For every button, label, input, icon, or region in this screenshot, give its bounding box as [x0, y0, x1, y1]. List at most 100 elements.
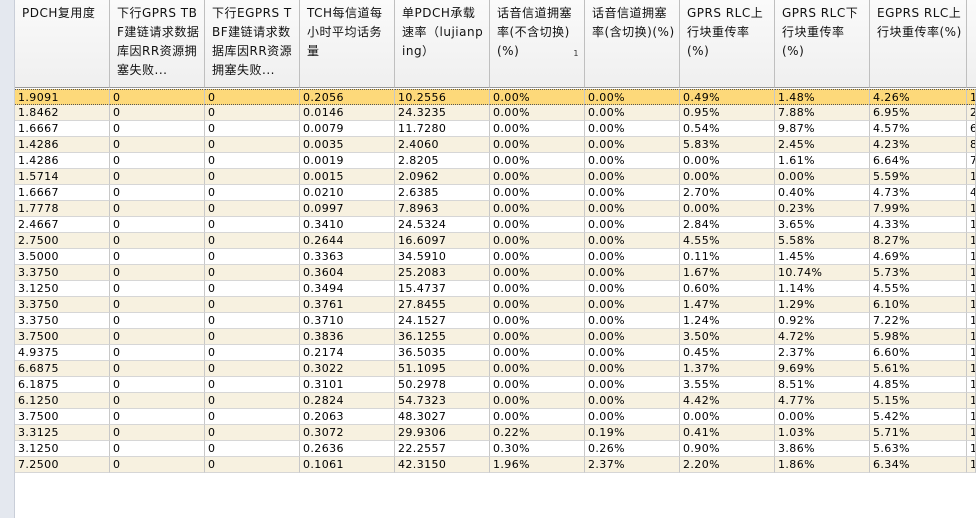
cell-pdch[interactable]: 2.7500 [15, 233, 110, 249]
cell-egprs_tbf[interactable]: 0 [205, 377, 300, 393]
cell-rate[interactable]: 11.7280 [395, 121, 490, 137]
cell-gprs_tbf[interactable]: 0 [110, 185, 205, 201]
cell-extra[interactable]: 1 [967, 89, 976, 105]
cell-egprs_ul[interactable]: 5.15% [870, 393, 967, 409]
cell-cong_ex[interactable]: 0.00% [490, 329, 585, 345]
cell-cong_in[interactable]: 0.00% [585, 201, 680, 217]
cell-pdch[interactable]: 2.4667 [15, 217, 110, 233]
cell-cong_in[interactable]: 0.00% [585, 233, 680, 249]
cell-egprs_tbf[interactable]: 0 [205, 201, 300, 217]
cell-egprs_ul[interactable]: 5.71% [870, 425, 967, 441]
cell-tch[interactable]: 0.2063 [300, 409, 395, 425]
cell-gprs_tbf[interactable]: 0 [110, 377, 205, 393]
cell-cong_in[interactable]: 0.00% [585, 89, 680, 105]
cell-cong_ex[interactable]: 0.22% [490, 425, 585, 441]
cell-extra[interactable]: 1 [967, 329, 976, 345]
cell-gprs_ul[interactable]: 0.90% [680, 441, 775, 457]
cell-cong_in[interactable]: 0.00% [585, 281, 680, 297]
cell-egprs_ul[interactable]: 6.34% [870, 457, 967, 473]
table-row[interactable]: 4.9375 0 0 0.2174 36.5035 0.00% 0.00% 0.45% 2.37… [15, 345, 976, 361]
cell-tch[interactable]: 0.3410 [300, 217, 395, 233]
cell-egprs_ul[interactable]: 4.57% [870, 121, 967, 137]
table-row[interactable]: 1.4286 0 0 0.0019 2.8205 0.00% 0.00% 0.00% 1.61%… [15, 153, 976, 169]
cell-rate[interactable]: 51.1095 [395, 361, 490, 377]
table-row[interactable]: 1.8462 0 0 0.0146 24.3235 0.00% 0.00% 0.95% 7.88… [15, 105, 976, 121]
data-grid[interactable]: PDCH复用度 下行GPRS TBF建链请求数据库因RR资源拥塞失败... 下行EG… [15, 0, 976, 518]
cell-rate[interactable]: 15.4737 [395, 281, 490, 297]
cell-rate[interactable]: 36.1255 [395, 329, 490, 345]
cell-tch[interactable]: 0.0210 [300, 185, 395, 201]
cell-cong_in[interactable]: 0.00% [585, 313, 680, 329]
cell-gprs_tbf[interactable]: 0 [110, 329, 205, 345]
cell-gprs_ul[interactable]: 0.00% [680, 201, 775, 217]
cell-extra[interactable]: 1 [967, 281, 976, 297]
cell-rate[interactable]: 10.2556 [395, 89, 490, 105]
cell-cong_in[interactable]: 2.37% [585, 457, 680, 473]
cell-gprs_dl[interactable]: 0.23% [775, 201, 870, 217]
cell-cong_ex[interactable]: 0.00% [490, 313, 585, 329]
cell-egprs_ul[interactable]: 8.27% [870, 233, 967, 249]
cell-extra[interactable]: 7 [967, 153, 976, 169]
cell-gprs_tbf[interactable]: 0 [110, 393, 205, 409]
table-row[interactable]: 7.2500 0 0 0.1061 42.3150 1.96% 2.37% 2.20% 1.86… [15, 457, 976, 473]
cell-cong_in[interactable]: 0.00% [585, 329, 680, 345]
cell-cong_ex[interactable]: 0.00% [490, 265, 585, 281]
cell-cong_in[interactable]: 0.00% [585, 345, 680, 361]
cell-tch[interactable]: 0.3072 [300, 425, 395, 441]
cell-egprs_ul[interactable]: 4.55% [870, 281, 967, 297]
cell-pdch[interactable]: 3.3750 [15, 265, 110, 281]
cell-cong_ex[interactable]: 0.00% [490, 137, 585, 153]
cell-cong_in[interactable]: 0.00% [585, 169, 680, 185]
cell-egprs_ul[interactable]: 5.59% [870, 169, 967, 185]
cell-tch[interactable]: 0.3494 [300, 281, 395, 297]
cell-gprs_tbf[interactable]: 0 [110, 121, 205, 137]
cell-rate[interactable]: 54.7323 [395, 393, 490, 409]
cell-pdch[interactable]: 6.1250 [15, 393, 110, 409]
cell-rate[interactable]: 2.4060 [395, 137, 490, 153]
cell-pdch[interactable]: 3.7500 [15, 409, 110, 425]
cell-tch[interactable]: 0.0146 [300, 105, 395, 121]
cell-gprs_tbf[interactable]: 0 [110, 201, 205, 217]
cell-pdch[interactable]: 3.1250 [15, 281, 110, 297]
cell-pdch[interactable]: 7.2500 [15, 457, 110, 473]
cell-rate[interactable]: 42.3150 [395, 457, 490, 473]
cell-egprs_tbf[interactable]: 0 [205, 393, 300, 409]
cell-cong_in[interactable]: 0.00% [585, 185, 680, 201]
cell-tch[interactable]: 0.2174 [300, 345, 395, 361]
cell-cong_ex[interactable]: 0.00% [490, 217, 585, 233]
cell-gprs_tbf[interactable]: 0 [110, 89, 205, 105]
cell-gprs_tbf[interactable]: 0 [110, 457, 205, 473]
table-row[interactable]: 1.7778 0 0 0.0997 7.8963 0.00% 0.00% 0.00% 0.23%… [15, 201, 976, 217]
cell-egprs_tbf[interactable]: 0 [205, 361, 300, 377]
column-header-gprs_ul[interactable]: GPRS RLC上行块重传率(%) [680, 0, 775, 88]
cell-gprs_tbf[interactable]: 0 [110, 153, 205, 169]
column-header-tch[interactable]: TCH每信道每小时平均话务量 [300, 0, 395, 88]
column-header-gprs_dl[interactable]: GPRS RLC下行块重传率(%) [775, 0, 870, 88]
cell-extra[interactable]: 1 [967, 217, 976, 233]
cell-tch[interactable]: 0.3761 [300, 297, 395, 313]
cell-gprs_ul[interactable]: 3.50% [680, 329, 775, 345]
cell-gprs_tbf[interactable]: 0 [110, 105, 205, 121]
table-row[interactable]: 1.4286 0 0 0.0035 2.4060 0.00% 0.00% 5.83% 2.45%… [15, 137, 976, 153]
cell-cong_in[interactable]: 0.00% [585, 265, 680, 281]
cell-tch[interactable]: 0.1061 [300, 457, 395, 473]
cell-pdch[interactable]: 6.1875 [15, 377, 110, 393]
table-row[interactable]: 3.5000 0 0 0.3363 34.5910 0.00% 0.00% 0.11% 1.45… [15, 249, 976, 265]
table-row[interactable]: 3.3750 0 0 0.3710 24.1527 0.00% 0.00% 1.24% 0.92… [15, 313, 976, 329]
table-row[interactable]: 1.6667 0 0 0.0210 2.6385 0.00% 0.00% 2.70% 0.40%… [15, 185, 976, 201]
cell-cong_in[interactable]: 0.26% [585, 441, 680, 457]
cell-cong_in[interactable]: 0.19% [585, 425, 680, 441]
cell-gprs_dl[interactable]: 1.45% [775, 249, 870, 265]
column-header-cong_in[interactable]: 话音信道拥塞率(含切换)(%) [585, 0, 680, 88]
cell-pdch[interactable]: 1.6667 [15, 121, 110, 137]
cell-tch[interactable]: 0.3604 [300, 265, 395, 281]
cell-egprs_ul[interactable]: 7.22% [870, 313, 967, 329]
cell-egprs_tbf[interactable]: 0 [205, 233, 300, 249]
column-header-egprs_ul[interactable]: EGPRS RLC上行块重传率(%) [870, 0, 967, 88]
cell-egprs_tbf[interactable]: 0 [205, 105, 300, 121]
cell-egprs_tbf[interactable]: 0 [205, 345, 300, 361]
table-row[interactable]: 2.7500 0 0 0.2644 16.6097 0.00% 0.00% 4.55% 5.58… [15, 233, 976, 249]
cell-pdch[interactable]: 1.6667 [15, 185, 110, 201]
cell-egprs_ul[interactable]: 5.98% [870, 329, 967, 345]
cell-gprs_tbf[interactable]: 0 [110, 217, 205, 233]
